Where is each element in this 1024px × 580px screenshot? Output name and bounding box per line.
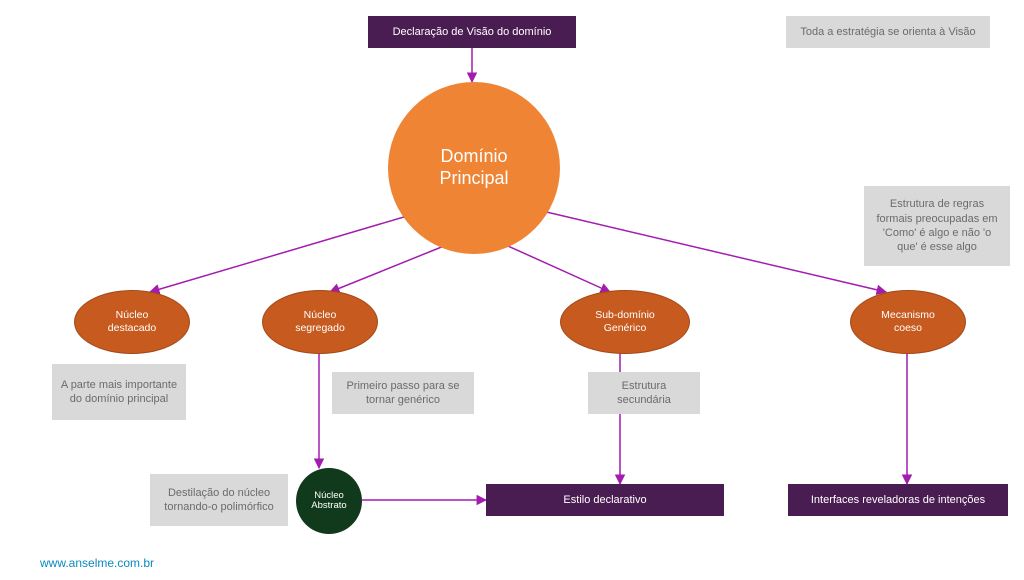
note-cohesive-mechanism: Estrutura de regras formais preocupadas … [864,186,1010,266]
label: Mecanismocoeso [881,309,935,334]
node-segregated-core: Núcleosegregado [262,290,378,354]
label: Declaração de Visão do domínio [393,26,552,38]
label: www.anselme.com.br [40,556,154,570]
node-generic-subdomain: Sub-domínioGenérico [560,290,690,354]
label: Núcleodestacado [108,309,156,334]
label: Primeiro passo para se tornar genérico [340,379,466,408]
label: Sub-domínioGenérico [595,309,655,334]
node-cohesive-mechanism: Mecanismocoeso [850,290,966,354]
note-highlighted-core: A parte mais importante do domínio princ… [52,364,186,420]
label: Estilo declarativo [563,494,646,506]
node-abstract-core: NúcleoAbstrato [296,468,362,534]
note-segregated-core: Primeiro passo para se tornar genérico [332,372,474,414]
label: Destilação do núcleo tornando-o polimórf… [158,486,280,515]
label: Estrutura secundária [596,379,692,408]
label: Interfaces reveladoras de intenções [811,494,985,506]
label: Toda a estratégia se orienta à Visão [800,25,975,39]
node-main-domain: DomínioPrincipal [388,82,560,254]
box-vision-declaration: Declaração de Visão do domínio [368,16,576,48]
box-intention-interfaces: Interfaces reveladoras de intenções [788,484,1008,516]
label: NúcleoAbstrato [311,491,346,512]
label: Núcleosegregado [295,309,345,334]
watermark: www.anselme.com.br [40,556,154,570]
note-generic-subdomain: Estrutura secundária [588,372,700,414]
label: A parte mais importante do domínio princ… [60,378,178,407]
diagram-stage: Declaração de Visão do domínio Estilo de… [0,0,1024,580]
label: DomínioPrincipal [439,146,508,189]
note-vision: Toda a estratégia se orienta à Visão [786,16,990,48]
label: Estrutura de regras formais preocupadas … [872,197,1002,254]
node-highlighted-core: Núcleodestacado [74,290,190,354]
note-abstract-core: Destilação do núcleo tornando-o polimórf… [150,474,288,526]
box-declarative-style: Estilo declarativo [486,484,724,516]
